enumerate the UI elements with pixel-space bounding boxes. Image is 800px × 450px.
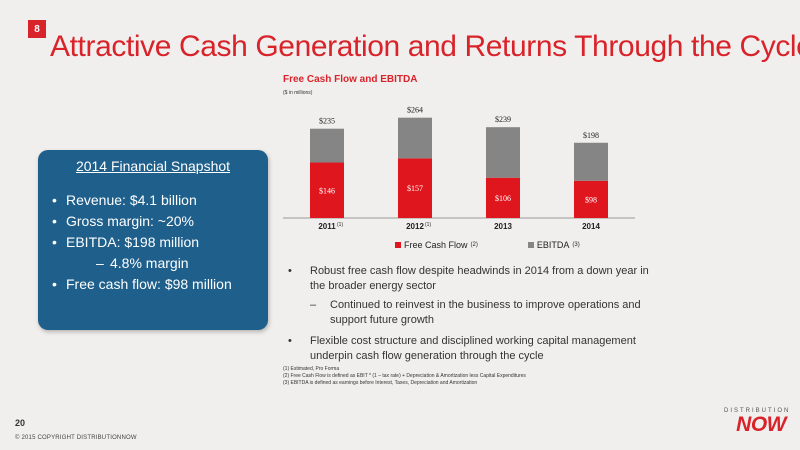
x-tick-label-2012: 2012	[406, 222, 424, 231]
slide-badge: 8	[28, 20, 46, 38]
snapshot-item-ebitda-margin: – 4.8% margin	[52, 253, 232, 274]
bar-fcf-2012	[398, 158, 432, 218]
snapshot-item-ebitda: • EBITDA: $198 million	[52, 232, 232, 253]
snapshot-item-gross-margin: • Gross margin: ~20%	[52, 211, 232, 232]
legend-footnote-ebitda: (3)	[572, 242, 580, 248]
bullet-icon: •	[52, 192, 57, 208]
footnote-1: (1) Estimated, Pro Forma	[283, 366, 340, 372]
commentary-bullets: Robust free cash flow despite headwinds …	[288, 264, 658, 368]
snapshot-title: 2014 Financial Snapshot	[75, 158, 231, 174]
dash-icon: –	[96, 255, 104, 271]
x-tick-label-2013: 2013	[494, 222, 512, 231]
bar-fcf-2013	[486, 177, 520, 218]
legend-label-ebitda: EBITDA	[536, 240, 570, 250]
distributionnow-logo: DISTRIBUTION NOW	[724, 408, 791, 436]
chart-legend: Free Cash Flow (2) EBITDA (3)	[395, 240, 580, 250]
bullet-icon: •	[52, 213, 57, 229]
bar-ebitda-2012	[398, 117, 432, 159]
chart-unit-note: ($ in millions)	[283, 90, 313, 96]
total-label-2011: $235	[319, 117, 335, 126]
logo-top-text: DISTRIBUTION	[724, 408, 791, 414]
snapshot-item-text: 4.8% margin	[110, 255, 189, 271]
data-label-fcf-2013: $106	[495, 194, 511, 203]
chart-title: Free Cash Flow and EBITDA	[283, 74, 418, 85]
footnote-3: (3) EBITDA is defined as earnings before…	[283, 380, 478, 386]
bullet-icon: •	[52, 234, 57, 250]
bar-fcf-2014	[574, 180, 608, 218]
snapshot-item-text: Revenue: $4.1 billion	[66, 192, 197, 208]
footnotes: (1) Estimated, Pro Forma (2) Free Cash F…	[283, 366, 526, 387]
logo-main-text: NOW	[736, 413, 786, 436]
slide-title: Attractive Cash Generation and Returns T…	[50, 30, 800, 63]
sub-bullet-reinvest: Continued to reinvest in the business to…	[288, 298, 658, 328]
legend-item-ebitda: EBITDA (3)	[527, 240, 580, 250]
bullet-robust-fcf: Robust free cash flow despite headwinds …	[288, 264, 658, 294]
total-label-2012: $264	[407, 106, 423, 115]
snapshot-item-text: Free cash flow: $98 million	[66, 276, 232, 292]
bullet-flexible-cost: Flexible cost structure and disciplined …	[288, 334, 658, 364]
bar-fcf-2011	[310, 162, 344, 218]
x-tick-footnote-2012: (1)	[425, 222, 431, 228]
snapshot-item-revenue: • Revenue: $4.1 billion	[52, 190, 232, 211]
bar-ebitda-2011	[310, 128, 344, 163]
snapshot-list: • Revenue: $4.1 billion • Gross margin: …	[52, 190, 232, 295]
snapshot-item-text: Gross margin: ~20%	[66, 213, 194, 229]
total-label-2014: $198	[583, 131, 599, 140]
legend-label-fcf: Free Cash Flow	[404, 240, 468, 250]
x-tick-footnote-2011: (1)	[337, 222, 343, 228]
legend-footnote-fcf: (2)	[470, 242, 478, 248]
x-tick-label-2014: 2014	[582, 222, 600, 231]
data-label-fcf-2014: $98	[585, 195, 597, 204]
legend-swatch-ebitda	[527, 242, 534, 248]
copyright: © 2015 COPYRIGHT DISTRIBUTIONNOW	[15, 435, 137, 441]
bar-ebitda-2014	[574, 142, 608, 181]
legend-item-fcf: Free Cash Flow (2)	[395, 240, 478, 250]
snapshot-item-text: EBITDA: $198 million	[66, 234, 200, 250]
x-tick-label-2011: 2011	[318, 222, 336, 231]
footnote-2: (2) Free Cash Flow is defined as EBIT * …	[283, 373, 526, 379]
data-label-fcf-2012: $157	[407, 184, 423, 193]
bar-ebitda-2013	[486, 127, 520, 178]
total-label-2013: $239	[495, 115, 511, 124]
legend-swatch-fcf	[395, 242, 401, 248]
financial-snapshot-box: 2014 Financial Snapshot • Revenue: $4.1 …	[38, 150, 268, 330]
snapshot-item-free-cash-flow: • Free cash flow: $98 million	[52, 274, 232, 295]
data-label-fcf-2011: $146	[319, 186, 335, 195]
bullet-icon: •	[52, 276, 57, 292]
page-number: 20	[15, 418, 26, 428]
